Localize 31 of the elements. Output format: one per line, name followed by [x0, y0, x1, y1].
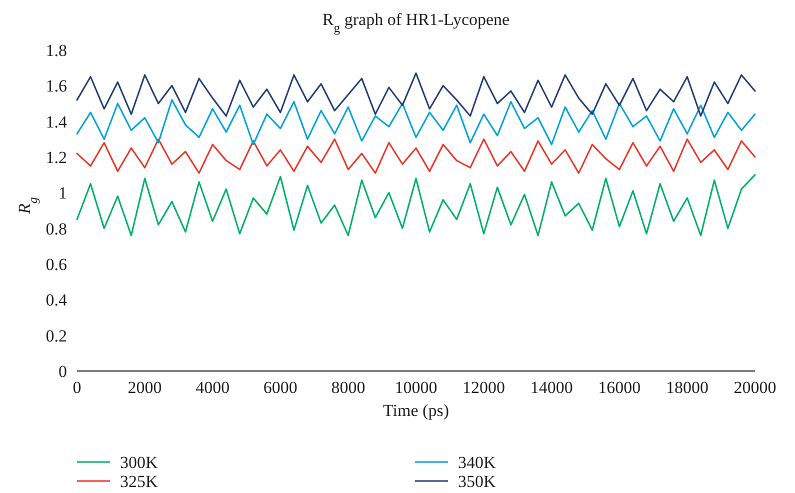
line-series [76, 174, 756, 236]
x-tick-label: 6000 [263, 378, 298, 397]
x-tick-label: 8000 [331, 378, 366, 397]
y-tick-label: 0.2 [46, 326, 67, 346]
legend-label: 350K [458, 472, 496, 491]
y-tick-label: 0 [58, 362, 67, 381]
x-tick-label: 2000 [128, 378, 162, 397]
line-series [76, 99, 756, 146]
y-tick-label: 1.6 [46, 76, 67, 96]
legend-label: 340K [458, 452, 496, 472]
x-tick-label: 18000 [666, 378, 708, 397]
y-tick-label: 1.8 [46, 40, 67, 60]
x-tick-label: 16000 [598, 378, 641, 397]
x-tick-label: 4000 [196, 378, 230, 397]
legend-label: 300K [120, 452, 158, 472]
x-tick-label: 0 [72, 378, 82, 397]
x-tick-label: 14000 [530, 378, 573, 397]
x-tick-label: 20000 [734, 378, 776, 397]
y-tick-label: 0.4 [46, 290, 68, 310]
x-tick-label: 10000 [394, 378, 438, 397]
chart-title: R$_{g}$ graph of HR1-Lycopene [322, 10, 510, 35]
x-axis-title: Time (ps) [383, 401, 449, 420]
y-tick-label: 1.4 [46, 112, 68, 132]
y-tick-label: 0.8 [46, 219, 67, 238]
legend-label: 325K [120, 472, 158, 491]
x-tick-label: 12000 [462, 378, 506, 397]
line-series [76, 138, 756, 174]
y-tick-label: 1.2 [46, 148, 67, 167]
line-series [76, 72, 756, 117]
y-tick-label: 0.6 [46, 254, 67, 274]
y-tick-label: 1 [58, 184, 67, 203]
